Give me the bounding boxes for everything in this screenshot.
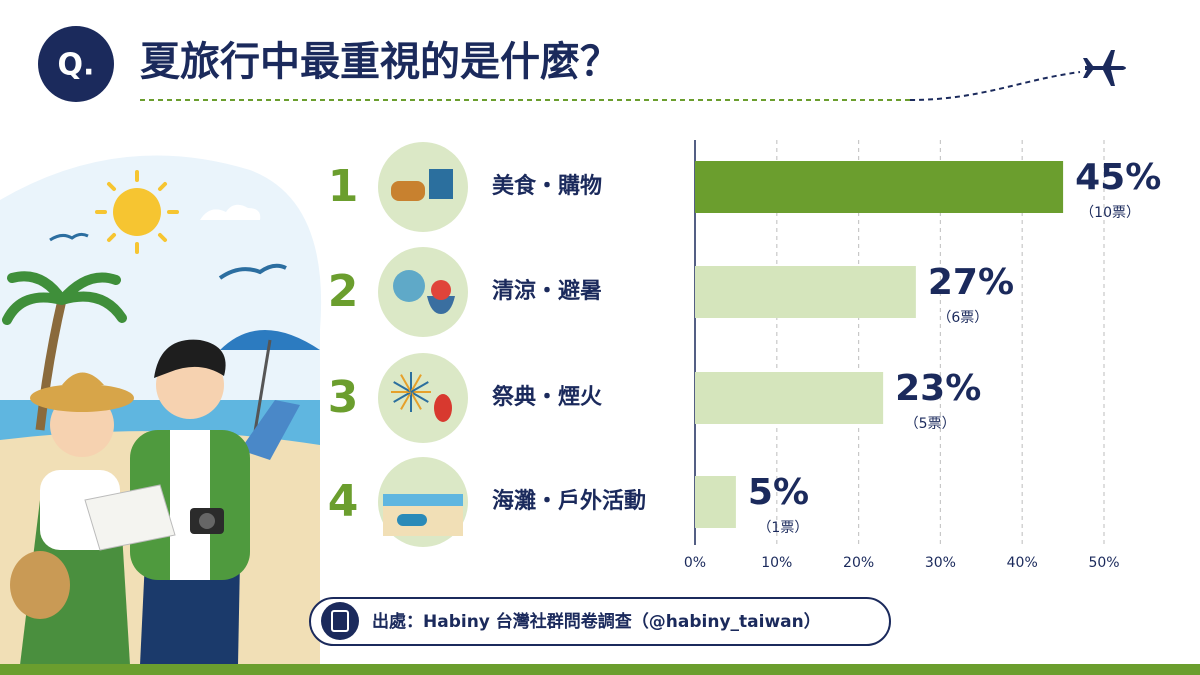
icon-part — [410, 391, 429, 403]
icon-part — [410, 374, 422, 393]
rank: 1 — [328, 161, 359, 212]
vote-label: （5票） — [905, 416, 956, 432]
icon-part — [393, 270, 425, 302]
vote-label: （6票） — [937, 310, 988, 326]
icon-part — [400, 391, 412, 410]
footer-strip — [0, 664, 1200, 675]
value-label: 27% — [928, 262, 1014, 303]
chart-title: 夏旅行中最重視的是什麼？ — [140, 39, 620, 85]
category-label: 祭典・煙火 — [491, 384, 602, 410]
bar — [695, 266, 916, 318]
illustration — [0, 155, 322, 666]
x-tick-label: 20% — [843, 555, 874, 571]
x-tick-label: 30% — [925, 555, 956, 571]
rank: 4 — [328, 476, 359, 527]
icon-part — [397, 514, 427, 526]
x-tick-label: 50% — [1088, 555, 1119, 571]
value-label: 45% — [1075, 157, 1161, 198]
source: 出處：Habiny 台灣社群問卷調查（@habiny_taiwan） — [372, 611, 821, 632]
bar — [695, 476, 736, 528]
category-icon — [391, 372, 452, 422]
vote-label: （10票） — [1080, 205, 1140, 221]
category-label: 海灘・戶外活動 — [492, 488, 646, 514]
icon-part — [391, 181, 425, 201]
x-tick-label: 10% — [761, 555, 792, 571]
icon-part — [393, 381, 412, 393]
icon-part — [383, 494, 463, 506]
value-label: 5% — [748, 472, 809, 513]
source-icon — [321, 602, 359, 640]
x-tick-label: 40% — [1007, 555, 1038, 571]
x-tick-label: 0% — [684, 555, 706, 571]
rank: 2 — [328, 266, 359, 317]
bar — [695, 372, 884, 424]
plane-icon — [1083, 50, 1126, 86]
value-label: 23% — [895, 368, 981, 409]
bar — [695, 161, 1064, 213]
category-label: 美食・購物 — [492, 173, 602, 199]
icon-part — [427, 296, 455, 314]
icon-part — [393, 391, 412, 403]
flight-path — [909, 71, 1081, 101]
icon-part — [434, 394, 452, 422]
rank: 3 — [328, 372, 359, 423]
vote-label: （1票） — [757, 520, 808, 536]
icon-part — [410, 391, 422, 410]
badge-circle — [38, 26, 114, 102]
badge: Q. — [58, 48, 95, 83]
icon-part — [410, 381, 429, 393]
icon-part — [431, 280, 451, 300]
category-icon — [391, 169, 453, 201]
category-icon — [393, 270, 455, 314]
icon-part — [400, 374, 412, 393]
icon-part — [429, 169, 453, 199]
source-pill — [309, 597, 891, 646]
category-icon — [383, 494, 463, 536]
category-label: 清涼・避暑 — [492, 278, 602, 304]
source-icon — [331, 610, 349, 632]
